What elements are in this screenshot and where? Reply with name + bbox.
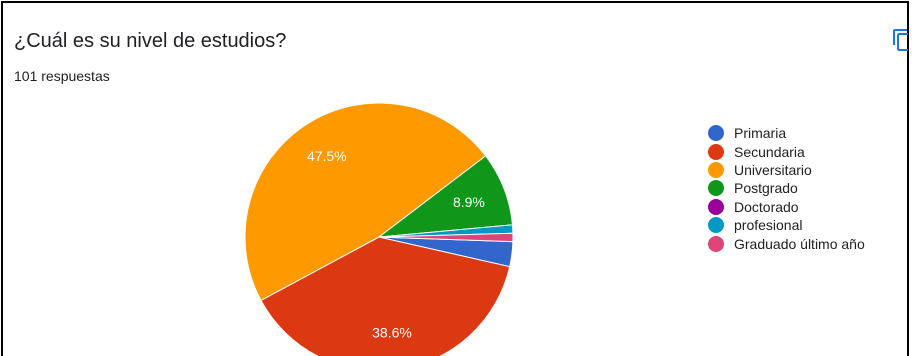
legend-swatch	[708, 125, 724, 142]
legend-item-doctorado[interactable]: Doctorado	[708, 198, 865, 216]
legend-label: Secundaria	[734, 143, 805, 160]
legend-swatch	[708, 235, 724, 252]
legend-swatch	[708, 198, 724, 215]
legend-label: Primaria	[734, 125, 787, 142]
legend-label: Doctorado	[734, 198, 799, 215]
legend-item-primaria[interactable]: Primaria	[708, 124, 865, 142]
pie-slice-secundaria[interactable]	[260, 236, 511, 356]
legend-swatch	[708, 143, 724, 160]
response-count: 101 respuestas	[14, 68, 110, 84]
legend-item-secundaria[interactable]: Secundaria	[708, 142, 865, 160]
slice-label-postgrado: 8.9%	[453, 194, 485, 210]
chart-title: ¿Cuál es su nivel de estudios?	[14, 30, 287, 52]
legend-item-postgrado[interactable]: Postgrado	[708, 179, 865, 197]
legend-swatch	[708, 161, 724, 178]
pie-slice-graduado-ultimo-ano[interactable]	[378, 232, 514, 243]
legend-swatch	[708, 217, 724, 234]
legend-item-profesional[interactable]: profesional	[708, 216, 865, 234]
legend-label: Postgrado	[734, 180, 798, 197]
chart-legend: Primaria Secundaria Universitario Postgrado…	[708, 124, 865, 253]
legend-item-graduado-ultimo-ano[interactable]: Graduado último año	[708, 234, 865, 252]
legend-label: Universitario	[734, 161, 812, 178]
legend-label: Graduado último año	[734, 235, 865, 252]
slice-label-secundaria: 38.6%	[372, 325, 412, 341]
pie-slice-universitario[interactable]	[244, 102, 487, 302]
legend-swatch	[708, 180, 724, 197]
copy-icon	[893, 29, 908, 51]
copy-chart-button[interactable]	[891, 28, 908, 52]
legend-item-universitario[interactable]: Universitario	[708, 161, 865, 179]
legend-label: profesional	[734, 217, 803, 234]
slice-label-universitario: 47.5%	[307, 148, 347, 164]
